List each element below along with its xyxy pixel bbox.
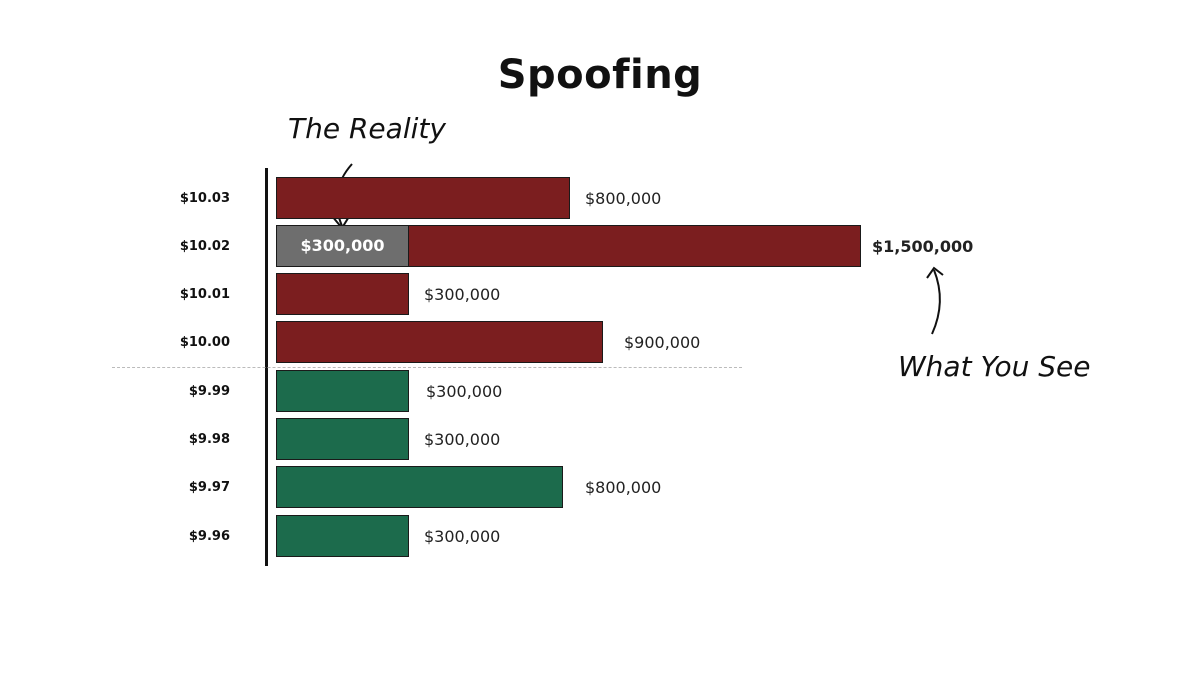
ask-bar: [276, 177, 570, 219]
price-label: $10.02: [179, 239, 230, 254]
value-label: $300,000: [424, 285, 501, 304]
row-9-98: $9.98 $300,000: [0, 417, 1200, 465]
value-label: $800,000: [585, 189, 662, 208]
row-10-03: $10.03 $800,000: [0, 176, 1200, 224]
annotation-the-reality: The Reality: [288, 112, 446, 145]
arrow-what-you-see-icon: [926, 266, 944, 335]
real-order-bar: $300,000: [276, 225, 409, 267]
bid-bar: [276, 418, 409, 460]
price-label: $9.99: [188, 384, 230, 399]
ask-bar: [276, 321, 603, 363]
price-label: $9.98: [188, 432, 230, 447]
price-label: $10.00: [179, 335, 230, 350]
price-label: $9.97: [188, 480, 230, 495]
row-10-00: $10.00 $900,000: [0, 320, 1200, 368]
bid-bar: [276, 466, 563, 508]
ask-bar: [276, 273, 409, 315]
bid-bar: [276, 515, 409, 557]
price-label: $9.96: [188, 529, 230, 544]
price-label: $10.01: [179, 287, 230, 302]
spread-divider: [112, 367, 742, 368]
value-label: $300,000: [426, 382, 503, 401]
bid-bar: [276, 370, 409, 412]
row-9-96: $9.96 $300,000: [0, 514, 1200, 562]
annotation-what-you-see: What You See: [898, 350, 1091, 383]
value-label: $1,500,000: [872, 237, 974, 256]
row-9-97: $9.97 $800,000: [0, 465, 1200, 513]
row-10-01: $10.01 $300,000: [0, 272, 1200, 320]
chart-title: Spoofing: [497, 52, 703, 98]
value-label: $300,000: [424, 527, 501, 546]
value-label: $900,000: [624, 333, 701, 352]
value-label: $300,000: [424, 430, 501, 449]
value-label: $800,000: [585, 478, 662, 497]
price-label: $10.03: [179, 191, 230, 206]
row-9-99: $9.99 $300,000: [0, 369, 1200, 417]
row-10-02: $10.02 $300,000 $1,500,000: [0, 224, 1200, 272]
